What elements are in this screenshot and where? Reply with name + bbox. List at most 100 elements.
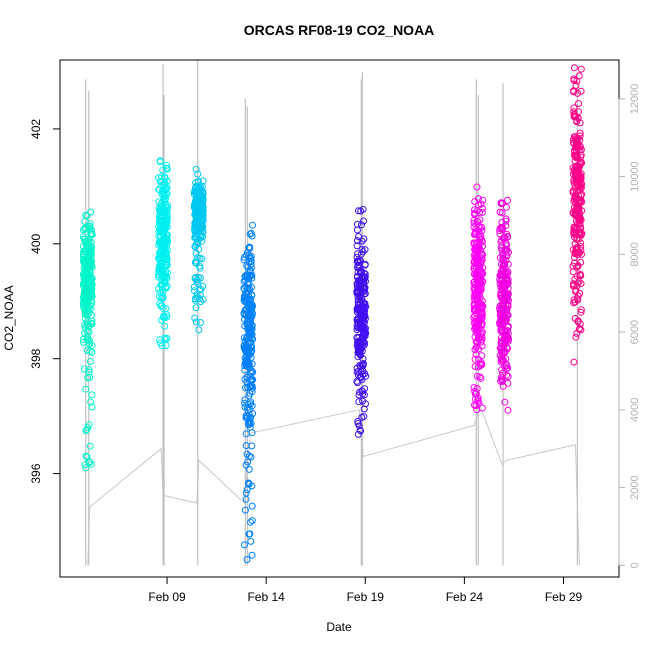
- data-point: [198, 222, 206, 230]
- data-point: [82, 427, 90, 435]
- data-point: [242, 489, 250, 497]
- data-point: [571, 298, 579, 306]
- data-point: [361, 246, 369, 254]
- data-point: [193, 278, 201, 286]
- data-point: [355, 348, 363, 356]
- data-point: [355, 398, 363, 406]
- data-point: [570, 64, 578, 72]
- data-point: [574, 214, 582, 222]
- data-point: [475, 227, 483, 235]
- data-point: [88, 317, 96, 325]
- data-point: [354, 343, 362, 351]
- series-RF15: [569, 64, 586, 366]
- data-point: [473, 372, 481, 380]
- right-tick-label: 10000: [629, 161, 641, 192]
- axes: 396 398 400 402 Feb 09 Feb 14 Feb 19 Feb 24 Feb …: [29, 84, 641, 604]
- data-point: [479, 196, 487, 204]
- data-point: [162, 213, 170, 221]
- data-point: [161, 198, 169, 206]
- data-point: [195, 219, 203, 227]
- data-point: [473, 217, 481, 225]
- data-point: [161, 173, 169, 181]
- data-point: [158, 286, 166, 294]
- data-point: [192, 259, 200, 267]
- data-point: [498, 313, 506, 321]
- data-point: [569, 136, 577, 144]
- data-point: [161, 314, 169, 322]
- right-tick-label: 12000: [629, 84, 641, 115]
- data-point: [244, 358, 252, 366]
- data-point: [357, 373, 364, 381]
- data-point: [504, 327, 511, 335]
- data-point: [503, 344, 511, 351]
- data-point: [82, 385, 90, 393]
- data-point: [571, 206, 579, 214]
- data-point: [199, 177, 207, 185]
- data-point: [502, 292, 510, 300]
- data-point: [198, 237, 206, 245]
- data-point: [498, 318, 506, 326]
- data-point: [163, 235, 171, 243]
- data-point: [478, 320, 486, 328]
- data-point: [248, 517, 256, 525]
- data-point: [573, 136, 581, 144]
- data-point: [497, 347, 505, 355]
- data-point: [353, 257, 361, 265]
- data-point: [502, 222, 510, 230]
- data-point: [155, 273, 163, 281]
- data-point: [244, 303, 252, 311]
- data-point: [193, 276, 201, 284]
- data-point: [501, 261, 509, 268]
- data-point: [572, 288, 580, 295]
- data-point: [194, 190, 202, 198]
- data-point: [199, 206, 207, 214]
- data-point: [88, 292, 96, 300]
- data-point: [81, 321, 89, 329]
- data-point: [240, 309, 248, 317]
- data-point: [360, 217, 367, 225]
- data-point: [358, 413, 366, 421]
- data-point: [353, 287, 361, 295]
- data-point: [571, 229, 579, 237]
- data-point: [359, 326, 367, 333]
- data-point: [502, 215, 510, 223]
- data-point: [192, 257, 200, 265]
- data-point: [85, 366, 93, 373]
- data-point: [576, 186, 584, 194]
- x-tick-label: Feb 14: [247, 590, 285, 604]
- data-point: [499, 199, 506, 207]
- data-point: [498, 236, 505, 244]
- data-point: [156, 177, 164, 185]
- data-point: [499, 250, 507, 258]
- data-point: [576, 197, 584, 205]
- data-point: [247, 308, 255, 316]
- data-point: [354, 430, 362, 438]
- data-point: [155, 293, 163, 301]
- data-point: [477, 309, 485, 316]
- data-point: [474, 286, 482, 293]
- data-point: [357, 318, 365, 326]
- right-tick-label: 8000: [629, 242, 641, 266]
- series-RF13: [470, 183, 487, 414]
- data-point: [156, 300, 164, 308]
- data-point: [243, 486, 251, 494]
- data-point: [476, 261, 484, 269]
- data-point: [247, 303, 255, 311]
- data-point: [357, 306, 364, 314]
- data-point: [244, 400, 252, 408]
- data-point: [570, 88, 578, 96]
- data-point: [194, 170, 202, 178]
- data-point: [499, 234, 507, 242]
- data-point: [573, 243, 581, 251]
- data-point: [248, 482, 256, 490]
- data-point: [156, 336, 164, 344]
- data-point: [85, 259, 93, 267]
- data-point: [248, 283, 255, 291]
- data-point: [471, 355, 479, 363]
- data-point: [356, 342, 364, 350]
- data-point: [243, 261, 251, 269]
- data-point: [357, 207, 365, 215]
- data-point: [247, 229, 255, 237]
- data-point: [191, 314, 199, 322]
